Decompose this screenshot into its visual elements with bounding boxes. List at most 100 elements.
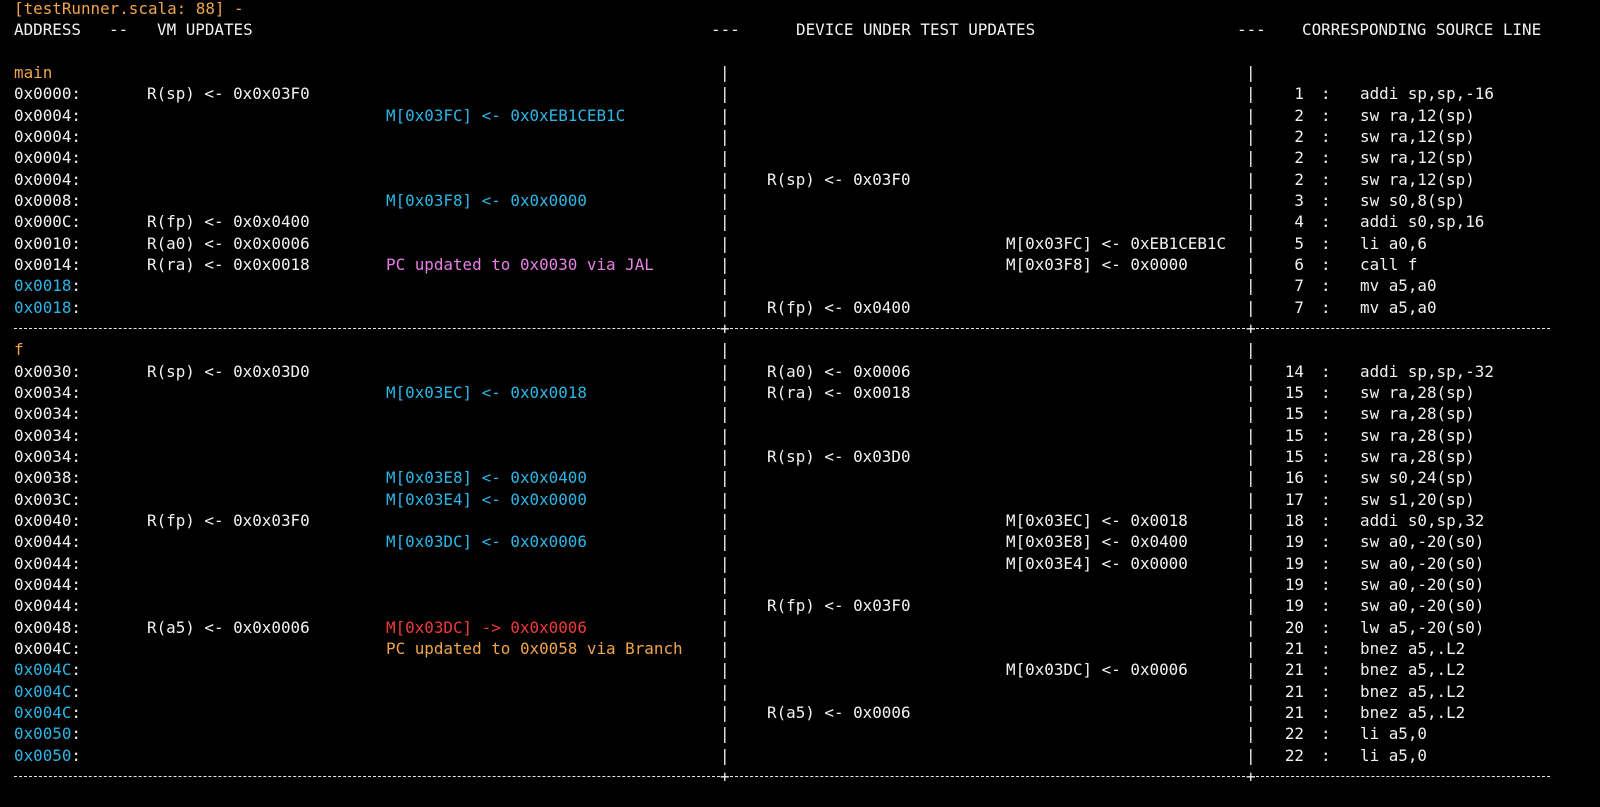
column-separator: |	[720, 190, 730, 210]
address-value: 0x0004	[14, 169, 72, 189]
dut-register-update: R(a0) <- 0x0006	[767, 361, 911, 381]
vm-memory-update: M[0x03F8] <- 0x0x0000	[386, 190, 587, 210]
colon: :	[1321, 404, 1331, 424]
address: 0x0034:	[14, 382, 81, 402]
source-line-number: 2	[1294, 126, 1304, 146]
column-separator: |	[1246, 212, 1256, 232]
address: 0x0044:	[14, 574, 81, 594]
colon: :	[1321, 148, 1331, 168]
address: 0x0050:	[14, 724, 81, 744]
source-line-number: 19	[1284, 596, 1304, 616]
address-value: 0x0004	[14, 148, 72, 168]
section-divider: + +	[0, 318, 1600, 339]
colon: :	[1321, 468, 1331, 488]
column-separator: |	[1246, 596, 1256, 616]
column-separator: |	[1246, 574, 1256, 594]
source-line-number: 15	[1284, 425, 1304, 445]
address: 0x0034:	[14, 425, 81, 445]
address: 0x0044:	[14, 596, 81, 616]
column-separator: |	[720, 382, 730, 402]
address: 0x0004:	[14, 126, 81, 146]
vm-memory-update: PC updated to 0x0030 via JAL	[386, 254, 654, 274]
source-instruction: sw s0,24(sp)	[1360, 468, 1475, 488]
vm-memory-update: M[0x03FC] <- 0x0xEB1CEB1C	[386, 105, 626, 125]
address-value: 0x0004	[14, 126, 72, 146]
address-value: 0x0014	[14, 254, 72, 274]
colon: :	[1321, 702, 1331, 722]
colon: :	[1321, 660, 1331, 680]
header-sep: ---	[711, 20, 740, 40]
source-instruction: sw a0,-20(s0)	[1360, 532, 1485, 552]
column-separator: |	[720, 425, 730, 445]
column-separator: |	[1246, 702, 1256, 722]
column-separator: |	[720, 574, 730, 594]
trace-row: 0x000C: R(fp) <- 0x0x0400 | | 4: addi s0,sp,1…	[0, 211, 1600, 232]
address: 0x004C:	[14, 660, 81, 680]
colon: :	[1321, 361, 1331, 381]
source-instruction: call f	[1360, 254, 1418, 274]
address-value: 0x004C	[14, 702, 72, 722]
title-row: [testRunner.scala: 88] -	[0, 0, 1600, 19]
colon: :	[1321, 105, 1331, 125]
trace-row: 0x0034: R(sp) <- 0x03D0 | | 15: sw ra,28(sp)	[0, 446, 1600, 467]
address: 0x0018:	[14, 276, 81, 296]
source-instruction: li a0,6	[1360, 233, 1427, 253]
colon: :	[1321, 126, 1331, 146]
source-line-number: 4	[1294, 212, 1304, 232]
vm-memory-update: M[0x03EC] <- 0x0x0018	[386, 382, 587, 402]
source-instruction: bnez a5,.L2	[1360, 702, 1466, 722]
source-line-number: 5	[1294, 233, 1304, 253]
source-instruction: addi s0,sp,32	[1360, 510, 1485, 530]
trace-row: 0x0044: R(fp) <- 0x03F0 | | 19: sw a0,-20(s0)	[0, 595, 1600, 616]
column-separator: |	[720, 297, 730, 317]
column-separator: |	[720, 510, 730, 530]
source-location: [testRunner.scala: 88] -	[14, 0, 244, 18]
header-sep: ---	[1237, 20, 1266, 40]
column-separator: |	[1246, 62, 1256, 82]
column-separator: |	[720, 532, 730, 552]
colon: :	[1321, 724, 1331, 744]
source-line-number: 3	[1294, 190, 1304, 210]
trace-row: 0x0044: M[0x03DC] <- 0x0x0006 M[0x03E8] <-…	[0, 531, 1600, 552]
colon: :	[1321, 297, 1331, 317]
colon: :	[1321, 596, 1331, 616]
dut-memory-update: M[0x03E4] <- 0x0000	[1006, 553, 1188, 573]
address: 0x0048:	[14, 617, 81, 637]
trace-row: 0x004C: M[0x03DC] <- 0x0006 | | 21: bnez a5,.…	[0, 659, 1600, 680]
dut-memory-update: M[0x03E8] <- 0x0400	[1006, 532, 1188, 552]
source-line-number: 19	[1284, 532, 1304, 552]
colon: :	[1321, 84, 1331, 104]
column-separator: |	[720, 169, 730, 189]
header-dut: DEVICE UNDER TEST UPDATES	[796, 20, 1036, 40]
column-separator: |	[720, 702, 730, 722]
column-separator: |	[1246, 126, 1256, 146]
divider-line	[730, 327, 1245, 329]
column-separator: |	[720, 84, 730, 104]
source-instruction: addi sp,sp,-32	[1360, 361, 1494, 381]
source-line-number: 21	[1284, 660, 1304, 680]
colon: :	[1321, 212, 1331, 232]
divider-line	[730, 775, 1245, 777]
address: 0x0018:	[14, 297, 81, 317]
column-separator: |	[1246, 382, 1256, 402]
column-separator: |	[720, 468, 730, 488]
source-instruction: sw ra,12(sp)	[1360, 169, 1475, 189]
column-separator: |	[720, 233, 730, 253]
colon: :	[1321, 489, 1331, 509]
column-separator: |	[1246, 468, 1256, 488]
source-line-number: 2	[1294, 148, 1304, 168]
column-separator: |	[1246, 724, 1256, 744]
address-value: 0x0050	[14, 745, 72, 765]
trace-row: 0x0034: M[0x03EC] <- 0x0x0018 R(ra) <- 0x0…	[0, 382, 1600, 403]
vm-register-update: R(a0) <- 0x0x0006	[147, 233, 310, 253]
source-line-number: 22	[1284, 724, 1304, 744]
trace-row: 0x0004: | | 2: sw ra,12(sp)	[0, 147, 1600, 168]
trace-row: 0x0044: M[0x03E4] <- 0x0000 | | 19: sw a0,-20…	[0, 553, 1600, 574]
vm-register-update: R(fp) <- 0x0x03F0	[147, 510, 310, 530]
trace-row: 0x004C: | | 21: bnez a5,.L2	[0, 681, 1600, 702]
source-instruction: sw s0,8(sp)	[1360, 190, 1466, 210]
column-separator: |	[1246, 745, 1256, 765]
column-separator: |	[1246, 617, 1256, 637]
colon: :	[1321, 425, 1331, 445]
divider-line	[14, 775, 720, 777]
